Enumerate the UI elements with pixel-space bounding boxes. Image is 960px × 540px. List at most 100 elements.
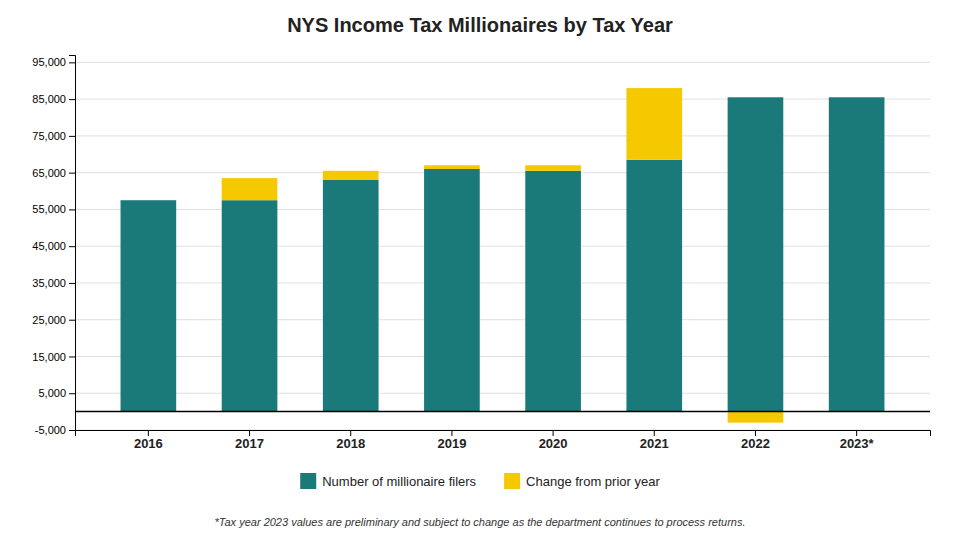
plot: -5,000 5,000 15,000 25,000 35,000 45,000 55,00… <box>32 56 930 452</box>
y-tick-mark <box>69 99 75 100</box>
title: NYS Income Tax Millionaires by Tax Year <box>287 14 673 36</box>
x-tick-mark <box>654 430 655 436</box>
grid-line <box>75 135 930 136</box>
x-tick-label: 2019 <box>437 436 466 451</box>
bar <box>323 171 379 180</box>
x-tick-mark <box>856 430 857 436</box>
y-axis-line <box>69 56 76 431</box>
bar <box>424 169 480 412</box>
y-tick: 55,000 <box>32 203 75 215</box>
bar <box>829 97 885 411</box>
y-tick-label: 75,000 <box>32 130 66 142</box>
bar <box>728 412 784 423</box>
grid-line <box>75 393 930 394</box>
x-tick-label: 2016 <box>134 436 163 451</box>
grid-line <box>75 99 930 100</box>
x-tick: 2016 <box>134 430 163 451</box>
y-tick: 65,000 <box>32 167 75 179</box>
bar <box>323 180 379 412</box>
y-tick-label: 95,000 <box>32 56 66 68</box>
y-tick: 75,000 <box>32 130 75 142</box>
bar <box>525 165 581 171</box>
x-tick-mark <box>451 430 452 436</box>
bar <box>626 160 682 412</box>
x-tick: 2019 <box>437 430 466 451</box>
y-tick-mark <box>69 430 75 431</box>
footnote: *Tax year 2023 values are preliminary an… <box>215 516 746 528</box>
legend-swatch <box>300 473 316 489</box>
x-tick-mark <box>350 430 351 436</box>
x-tick-mark <box>553 430 554 436</box>
x-tick: 2018 <box>336 430 365 451</box>
y-tick: 85,000 <box>32 93 75 105</box>
bar <box>525 171 581 412</box>
x-tick-label: 2020 <box>539 436 568 451</box>
legend-swatch <box>504 473 520 489</box>
legend-label: Number of millionaire filers <box>322 474 476 489</box>
bar <box>626 88 682 160</box>
grid-line <box>75 282 930 283</box>
y-tick-mark <box>69 246 75 247</box>
y-tick-mark <box>69 136 75 137</box>
x-axis: 2016 2017 2018 2019 2020 2021 2022 2023* <box>76 430 931 451</box>
bar <box>121 200 177 411</box>
x-tick: 2021 <box>640 430 669 451</box>
x-tick: 2017 <box>235 430 264 451</box>
chart: NYS Income Tax Millionaires by Tax Year -… <box>0 0 960 540</box>
grid-line <box>75 356 930 357</box>
y-axis: -5,000 5,000 15,000 25,000 35,000 45,000 55,00… <box>32 56 75 437</box>
y-tick-mark <box>69 62 75 63</box>
grid-line <box>75 319 930 320</box>
x-tick-label: 2021 <box>640 436 669 451</box>
grid-line <box>75 172 930 173</box>
legend-item: Change from prior year <box>504 473 660 489</box>
y-tick-label: 55,000 <box>32 203 66 215</box>
y-tick-mark <box>69 209 75 210</box>
legend: Number of millionaire filers Change from … <box>300 473 660 489</box>
x-tick-label: 2017 <box>235 436 264 451</box>
grid-line <box>75 62 930 63</box>
x-axis-line <box>76 431 931 437</box>
bar <box>222 200 278 411</box>
y-tick: 25,000 <box>32 314 75 326</box>
grid <box>75 62 930 430</box>
y-tick: 35,000 <box>32 277 75 289</box>
x-tick-label: 2018 <box>336 436 365 451</box>
bar <box>222 178 278 200</box>
bars <box>121 88 885 423</box>
y-tick-mark <box>69 393 75 394</box>
x-tick-label: 2022 <box>741 436 770 451</box>
y-tick: 95,000 <box>32 56 75 68</box>
y-tick-label: 5,000 <box>38 387 66 399</box>
y-tick-label: 35,000 <box>32 277 66 289</box>
y-tick: 15,000 <box>32 350 75 362</box>
y-tick-label: -5,000 <box>35 424 66 436</box>
bar <box>728 97 784 411</box>
x-tick-mark <box>249 430 250 436</box>
y-tick-label: 25,000 <box>32 314 66 326</box>
grid-line <box>75 209 930 210</box>
x-tick-mark <box>755 430 756 436</box>
y-tick-mark <box>69 173 75 174</box>
y-tick-mark <box>69 320 75 321</box>
legend-item: Number of millionaire filers <box>300 473 476 489</box>
y-tick-label: 15,000 <box>32 350 66 362</box>
y-tick-mark <box>69 356 75 357</box>
bar-series <box>121 97 885 411</box>
legend-label: Change from prior year <box>526 474 660 489</box>
x-tick-label: 2023* <box>840 436 875 451</box>
zero-line <box>75 411 930 413</box>
y-tick: -5,000 <box>35 424 75 436</box>
y-tick-label: 65,000 <box>32 167 66 179</box>
x-tick: 2023* <box>840 430 875 451</box>
y-tick: 45,000 <box>32 240 75 252</box>
y-tick: 5,000 <box>38 387 75 399</box>
x-tick: 2020 <box>539 430 568 451</box>
y-tick-mark <box>69 283 75 284</box>
bar <box>424 165 480 169</box>
y-tick-label: 85,000 <box>32 93 66 105</box>
grid-line <box>75 246 930 247</box>
x-tick-mark <box>148 430 149 436</box>
y-tick-label: 45,000 <box>32 240 66 252</box>
bar-series <box>222 88 784 423</box>
